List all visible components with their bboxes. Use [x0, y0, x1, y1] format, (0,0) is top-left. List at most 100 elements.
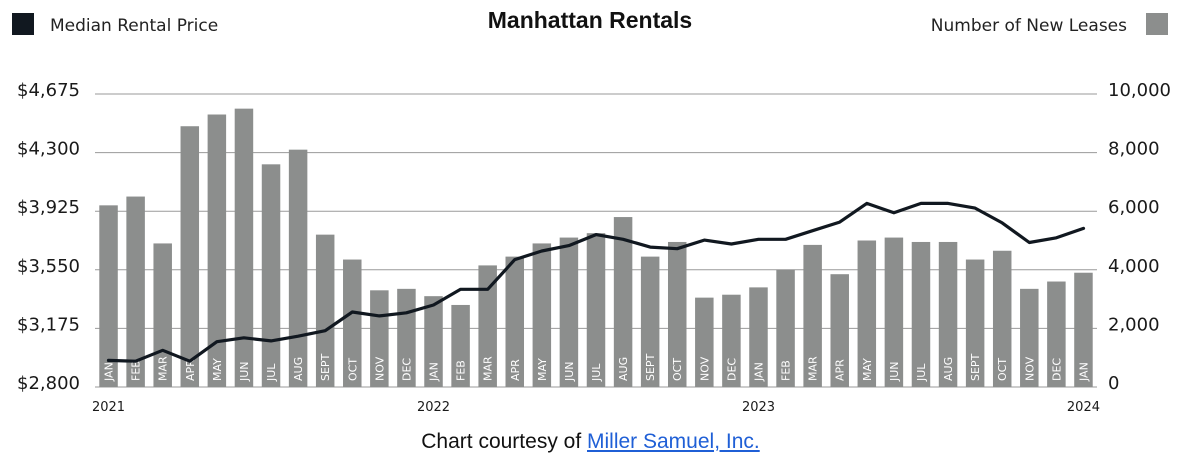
- x-month-label: JUL: [265, 363, 278, 382]
- bar-sept: [315, 234, 335, 387]
- x-month-label: FEB: [130, 360, 143, 381]
- x-month-label: DEC: [725, 358, 738, 381]
- y-right-tick-label: 4,000: [1108, 256, 1160, 277]
- x-year-label: 2023: [742, 400, 775, 415]
- x-month-label: JUN: [888, 361, 901, 382]
- line-series-price: [106, 201, 1086, 363]
- legend-swatch-leases: [1146, 13, 1168, 35]
- x-month-label: SEPT: [644, 353, 657, 381]
- y-right-tick-label: 2,000: [1108, 314, 1160, 335]
- bar-apr: [180, 126, 200, 387]
- x-axis-month-labels: JAN FEB MAR APR MAY JUN JUL AUG SEPT OCT NOV DEC JAN…: [103, 353, 1091, 382]
- bar-may: [857, 240, 877, 387]
- bar-nov: [695, 297, 714, 387]
- legend-swatch-price: [12, 13, 34, 35]
- x-month-label: FEB: [455, 360, 468, 381]
- x-month-label: JAN: [752, 362, 765, 382]
- bar-may: [532, 243, 552, 387]
- x-month-label: NOV: [373, 356, 386, 381]
- x-month-label: MAY: [861, 358, 874, 381]
- bar-mar: [803, 244, 822, 387]
- y-left-tick-label: $2,800: [17, 373, 80, 394]
- x-month-label: APR: [509, 359, 522, 381]
- y-right-tick-label: 10,000: [1108, 80, 1171, 101]
- bar-feb: [776, 269, 795, 387]
- x-month-label: SEPT: [319, 353, 332, 381]
- x-month-label: MAR: [807, 356, 820, 381]
- x-month-label: JAN: [428, 362, 441, 382]
- y-right-tick-label: 6,000: [1108, 197, 1160, 218]
- x-month-label: JUN: [563, 361, 576, 382]
- x-month-label: JUL: [915, 363, 928, 382]
- x-year-label: 2021: [92, 400, 125, 415]
- bar-jun: [559, 237, 579, 387]
- y-axis-left: $4,675 $4,300 $3,925 $3,550 $3,175 $2,800: [17, 80, 80, 394]
- bar-jul: [586, 233, 606, 387]
- bar-oct: [343, 259, 362, 387]
- bar-dec: [722, 294, 741, 387]
- bar-jan: [424, 296, 443, 387]
- bar-may: [207, 114, 227, 387]
- bar-aug: [938, 241, 958, 387]
- x-month-label: FEB: [780, 360, 793, 381]
- bar-jan: [749, 287, 768, 387]
- x-month-label: JUN: [238, 361, 251, 382]
- bar-apr: [505, 256, 525, 387]
- bar-series-leases: [99, 108, 1093, 388]
- x-month-label: NOV: [1023, 356, 1036, 381]
- x-year-label: 2024: [1067, 400, 1100, 415]
- chart-credit: Chart courtesy of Miller Samuel, Inc.: [0, 430, 1181, 454]
- bar-aug: [613, 217, 633, 387]
- y-left-tick-label: $4,300: [17, 139, 80, 160]
- bar-jun: [234, 108, 254, 388]
- y-axis-right: 10,000 8,000 6,000 4,000 2,000 0: [1108, 80, 1171, 394]
- bar-jan: [1074, 272, 1093, 387]
- bar-nov: [1020, 288, 1039, 387]
- bar-jan: [99, 205, 118, 387]
- chart-title: Manhattan Rentals: [488, 7, 692, 33]
- x-axis-year-labels: 2021 2022 2023 2024: [92, 400, 1100, 415]
- x-month-label: MAR: [157, 356, 170, 381]
- price-line: [106, 201, 1086, 363]
- bar-jul: [261, 164, 281, 387]
- credit-prefix: Chart courtesy of: [421, 430, 587, 453]
- y-left-tick-label: $3,175: [17, 314, 80, 335]
- chart: Median Rental Price Manhattan Rentals Nu…: [12, 7, 1171, 415]
- x-month-label: OCT: [996, 358, 1009, 381]
- x-month-label: JUL: [590, 363, 603, 382]
- bar-mar: [478, 265, 497, 387]
- bar-jun: [884, 237, 904, 387]
- bar-sept: [965, 259, 985, 387]
- x-month-label: AUG: [942, 357, 955, 381]
- bar-oct: [992, 250, 1012, 387]
- credit-link[interactable]: Miller Samuel, Inc.: [587, 430, 760, 453]
- bar-sept: [640, 256, 660, 387]
- x-month-label: OCT: [671, 358, 684, 381]
- x-month-label: NOV: [698, 356, 711, 381]
- bar-feb: [126, 196, 145, 387]
- bar-jul: [911, 241, 931, 387]
- x-month-label: AUG: [292, 357, 305, 381]
- y-right-tick-label: 0: [1108, 373, 1119, 394]
- x-month-label: JAN: [103, 362, 116, 382]
- y-left-tick-label: $4,675: [17, 80, 80, 101]
- x-month-label: MAY: [211, 358, 224, 381]
- x-month-label: JAN: [1077, 362, 1090, 382]
- y-left-tick-label: $3,925: [17, 197, 80, 218]
- bar-dec: [1047, 281, 1066, 387]
- bar-oct: [667, 241, 687, 387]
- x-month-label: OCT: [346, 358, 359, 381]
- x-month-label: SEPT: [969, 353, 982, 381]
- legend-label-leases: Number of New Leases: [931, 16, 1127, 36]
- bar-apr: [830, 274, 849, 387]
- y-left-tick-label: $3,550: [17, 256, 80, 277]
- x-month-label: DEC: [400, 358, 413, 381]
- x-month-label: APR: [834, 359, 847, 381]
- bar-feb: [451, 304, 470, 387]
- y-right-tick-label: 8,000: [1108, 139, 1160, 160]
- bar-aug: [288, 149, 308, 387]
- x-month-label: MAY: [536, 358, 549, 381]
- x-year-label: 2022: [417, 400, 450, 415]
- x-month-label: DEC: [1050, 358, 1063, 381]
- x-month-label: AUG: [617, 357, 630, 381]
